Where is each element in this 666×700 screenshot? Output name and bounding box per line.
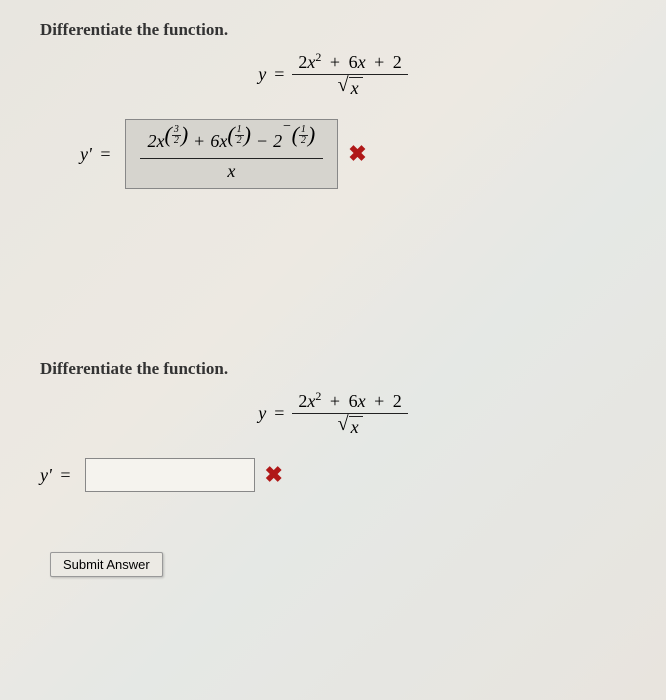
- neg-sign: −: [282, 119, 291, 135]
- problem-2-answer-row: y' = ✖: [40, 458, 626, 492]
- coef-b: 6: [349, 391, 358, 411]
- equals-sign: =: [274, 64, 284, 85]
- t2-coef: 6: [210, 131, 219, 152]
- t3-coef: 2: [273, 131, 282, 152]
- plus: +: [330, 52, 340, 72]
- worksheet-page: Differentiate the function. y = 2x2 + 6x…: [0, 0, 666, 597]
- student-answer: 2x ( 32 ) + 6x ( 12: [140, 126, 324, 182]
- fraction: 2x2 + 6x + 2 √ x: [292, 50, 407, 99]
- plus: +: [374, 52, 384, 72]
- denominator: √ x: [332, 414, 369, 439]
- problem-2: Differentiate the function. y = 2x2 + 6x…: [40, 359, 626, 577]
- t2-exp-d: 2: [235, 136, 244, 146]
- answer-input-filled[interactable]: 2x ( 32 ) + 6x ( 12: [125, 119, 339, 189]
- wrong-mark-icon: ✖: [265, 462, 283, 488]
- wrong-mark-icon: ✖: [348, 141, 366, 167]
- sqrt-arg: x: [349, 416, 363, 439]
- coef-b: 6: [349, 52, 358, 72]
- y-prime: y': [80, 144, 92, 164]
- denominator: √ x: [332, 75, 369, 100]
- numerator: 2x2 + 6x + 2: [292, 389, 407, 414]
- exp-2: 2: [315, 50, 321, 64]
- var-x: x: [358, 52, 366, 72]
- equals-sign: =: [274, 403, 284, 424]
- radical-sign: √: [338, 414, 349, 434]
- sqrt: √ x: [338, 414, 363, 439]
- t1-exponent: ( 32 ): [165, 122, 189, 148]
- t1-exp-d: 2: [172, 136, 181, 146]
- plus: +: [194, 131, 204, 152]
- radical-sign: √: [338, 75, 349, 95]
- answer-input-empty[interactable]: [85, 458, 255, 492]
- problem-1-answer-row: y' = 2x ( 32 ) +: [80, 119, 626, 189]
- submit-row: Submit Answer: [50, 552, 626, 577]
- t1-coef: 2: [148, 131, 157, 152]
- minus: −: [257, 131, 267, 152]
- problem-1-equation: y = 2x2 + 6x + 2 √ x: [40, 50, 626, 99]
- numerator: 2x2 + 6x + 2: [292, 50, 407, 75]
- t1-var: x: [157, 131, 165, 152]
- problem-2-prompt: Differentiate the function.: [40, 359, 626, 379]
- const-c: 2: [393, 391, 402, 411]
- y-prime: y': [40, 465, 52, 485]
- var-y: y: [258, 64, 266, 85]
- var-y: y: [258, 403, 266, 424]
- t3-exponent: − ( 12 ): [282, 122, 315, 148]
- exp-2: 2: [315, 389, 321, 403]
- equals-sign: =: [100, 144, 110, 164]
- plus: +: [330, 391, 340, 411]
- t2-exponent: ( 12 ): [227, 122, 251, 148]
- const-c: 2: [393, 52, 402, 72]
- t3-exp-d: 2: [299, 136, 308, 146]
- problem-1: Differentiate the function. y = 2x2 + 6x…: [40, 20, 626, 189]
- problem-1-prompt: Differentiate the function.: [40, 20, 626, 40]
- plus: +: [374, 391, 384, 411]
- equals-sign: =: [60, 465, 70, 485]
- submit-answer-button[interactable]: Submit Answer: [50, 552, 163, 577]
- fraction: 2x2 + 6x + 2 √ x: [292, 389, 407, 438]
- t2-var: x: [219, 131, 227, 152]
- answer-denom: x: [227, 159, 235, 182]
- problem-2-equation: y = 2x2 + 6x + 2 √ x: [40, 389, 626, 438]
- var-x: x: [358, 391, 366, 411]
- sqrt-arg: x: [349, 77, 363, 100]
- sqrt: √ x: [338, 75, 363, 100]
